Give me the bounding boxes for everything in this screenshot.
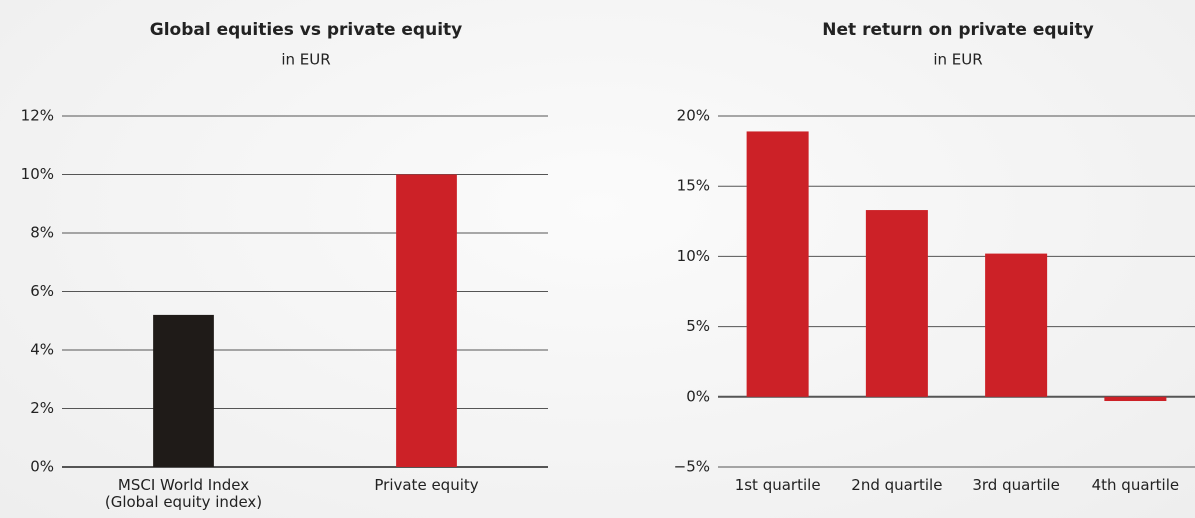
x-tick-label: Private equity (374, 476, 479, 494)
chart-title: Global equities vs private equity (150, 20, 462, 40)
chart-subtitle: in EUR (933, 51, 982, 69)
bar (1104, 396, 1167, 402)
bar (746, 131, 809, 397)
bar (153, 314, 214, 467)
chart-title: Net return on private equity (822, 20, 1093, 40)
y-tick-label: 6% (30, 282, 54, 300)
x-tick-label: MSCI World Index (Global equity index) (104, 476, 263, 511)
bar (396, 174, 457, 467)
y-tick-label: 20% (677, 107, 710, 125)
bar (985, 253, 1048, 397)
y-tick-label: 4% (30, 341, 54, 359)
y-tick-label: 2% (30, 399, 54, 417)
y-tick-label: 0% (686, 387, 710, 405)
chart-subtitle: in EUR (281, 51, 330, 69)
y-tick-label: 10% (677, 247, 710, 265)
x-tick-label: 1st quartile (734, 476, 821, 494)
y-tick-label: 5% (686, 317, 710, 335)
bar (865, 210, 928, 397)
x-tick-label: 2nd quartile (851, 476, 943, 494)
y-tick-label: −5% (674, 458, 710, 476)
y-tick-label: 15% (677, 177, 710, 195)
x-tick-label: 4th quartile (1091, 476, 1180, 494)
x-tick-label: 3rd quartile (972, 476, 1060, 494)
y-tick-label: 8% (30, 224, 54, 242)
y-tick-label: 12% (21, 107, 54, 125)
y-tick-label: 10% (21, 165, 54, 183)
y-tick-label: 0% (30, 458, 54, 476)
